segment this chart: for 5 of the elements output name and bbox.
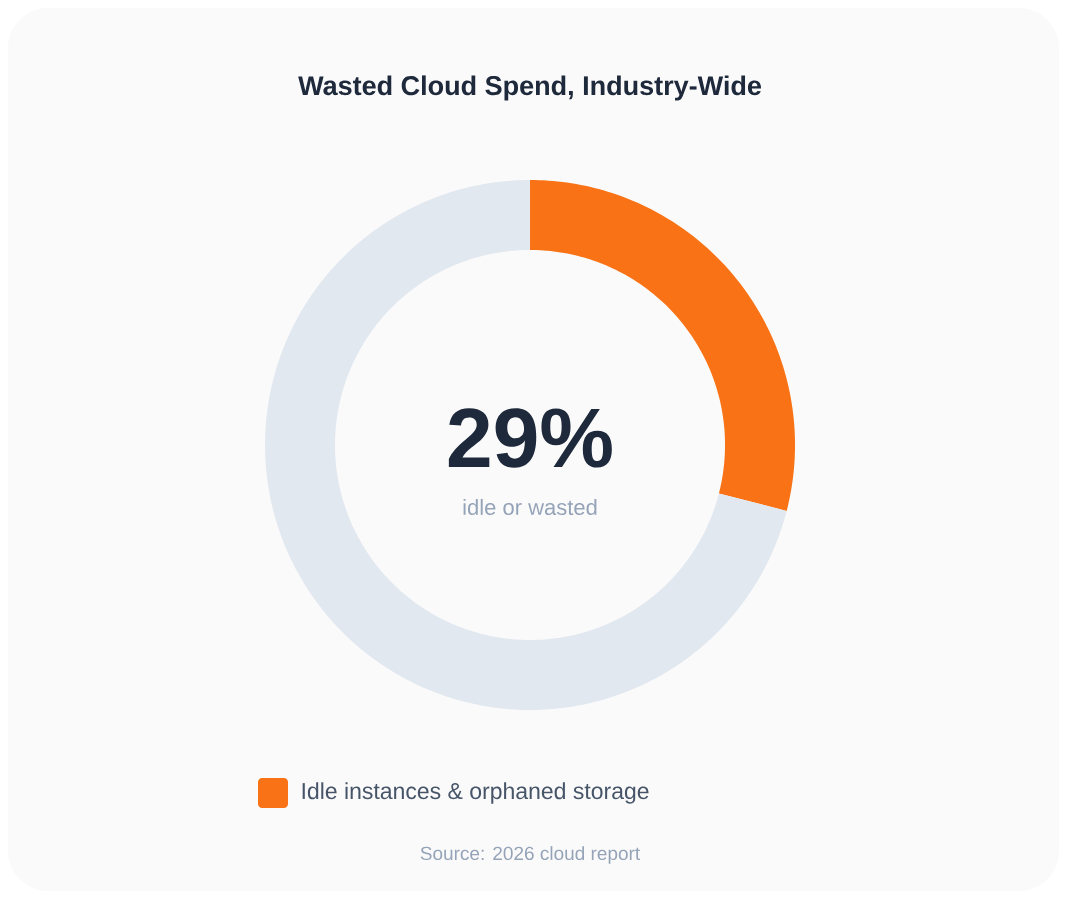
chart-title: Wasted Cloud Spend, Industry-Wide — [298, 75, 762, 101]
text: 29% — [448, 408, 612, 468]
legend-label: Idle instances & orphaned storage — [302, 782, 649, 804]
text: idle or wasted — [463, 498, 597, 516]
source-note: Source: 2026 cloud report — [420, 846, 641, 864]
